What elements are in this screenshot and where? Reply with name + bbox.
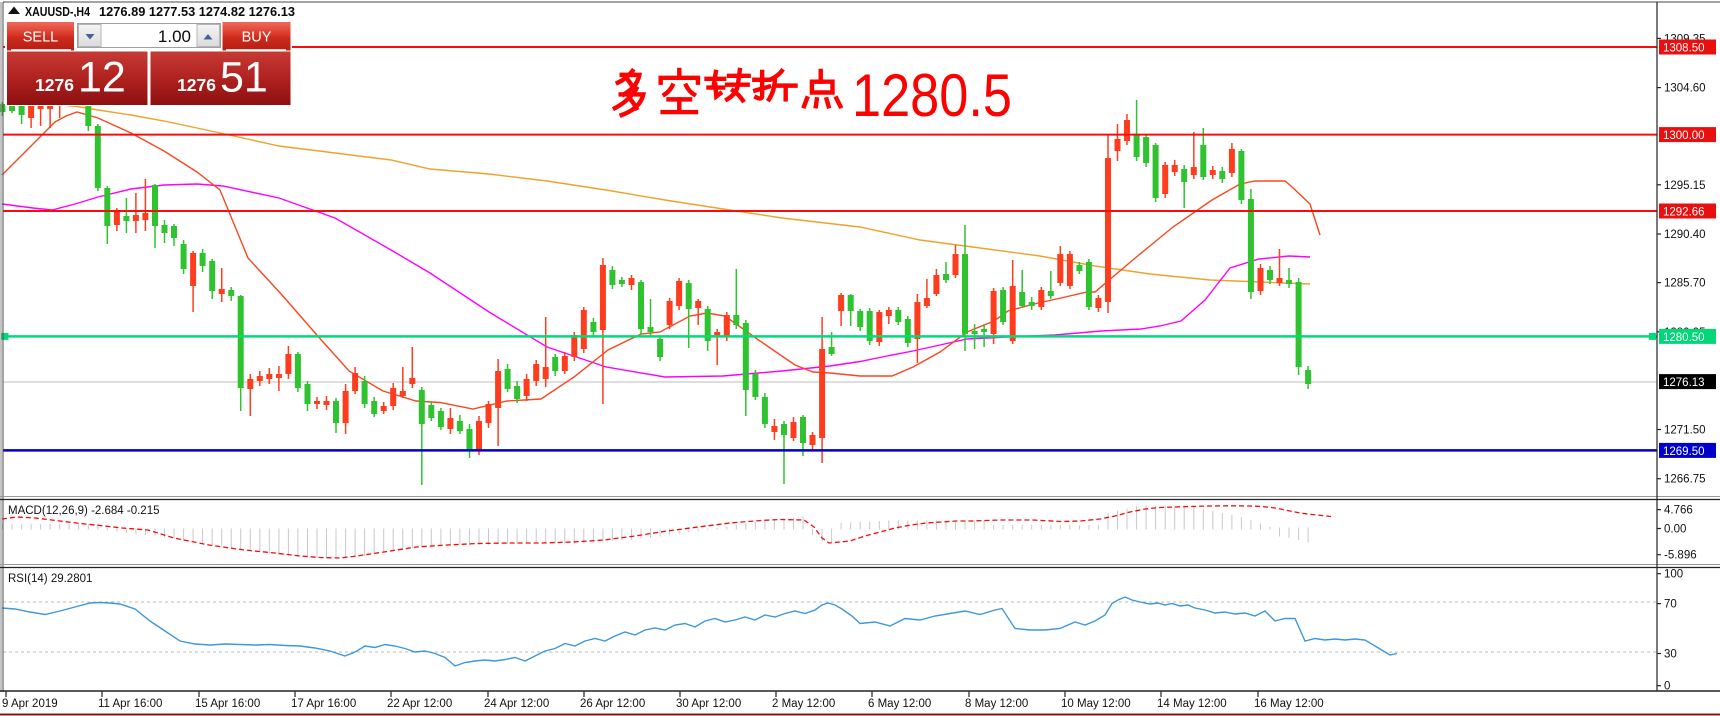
svg-text:1276: 1276 bbox=[177, 75, 216, 95]
svg-text:1276.13: 1276.13 bbox=[1663, 377, 1705, 389]
svg-text:1280.5: 1280.5 bbox=[852, 62, 1012, 129]
svg-text:14 May 12:00: 14 May 12:00 bbox=[1157, 698, 1227, 710]
svg-text:17 Apr 16:00: 17 Apr 16:00 bbox=[291, 698, 356, 710]
svg-text:30: 30 bbox=[1664, 649, 1677, 661]
svg-text:BUY: BUY bbox=[242, 30, 272, 46]
svg-text:2 May 12:00: 2 May 12:00 bbox=[772, 698, 835, 710]
svg-text:1292.66: 1292.66 bbox=[1663, 207, 1705, 219]
svg-text:SELL: SELL bbox=[23, 30, 58, 46]
svg-text:100: 100 bbox=[1664, 569, 1683, 581]
svg-text:1276: 1276 bbox=[35, 75, 74, 95]
svg-text:MACD(12,26,9) -2.684 -0.215: MACD(12,26,9) -2.684 -0.215 bbox=[8, 505, 160, 517]
svg-text:9 Apr 2019: 9 Apr 2019 bbox=[2, 698, 58, 710]
svg-text:1308.50: 1308.50 bbox=[1663, 43, 1705, 55]
svg-text:1290.40: 1290.40 bbox=[1664, 229, 1706, 241]
svg-text:1269.50: 1269.50 bbox=[1663, 446, 1705, 458]
svg-text:6 May 12:00: 6 May 12:00 bbox=[868, 698, 931, 710]
svg-text:51: 51 bbox=[220, 54, 268, 102]
svg-text:15 Apr 16:00: 15 Apr 16:00 bbox=[195, 698, 260, 710]
svg-text:RSI(14) 29.2801: RSI(14) 29.2801 bbox=[8, 573, 92, 585]
svg-text:11 Apr 16:00: 11 Apr 16:00 bbox=[98, 698, 162, 710]
svg-text:1300.00: 1300.00 bbox=[1663, 130, 1705, 142]
svg-text:XAUUSD-,H4: XAUUSD-,H4 bbox=[25, 4, 91, 19]
svg-text:4.766: 4.766 bbox=[1664, 505, 1693, 517]
svg-text:1266.75: 1266.75 bbox=[1664, 474, 1706, 486]
svg-text:1271.50: 1271.50 bbox=[1664, 425, 1706, 437]
svg-text:1280.50: 1280.50 bbox=[1663, 332, 1705, 344]
svg-text:-5.896: -5.896 bbox=[1664, 550, 1697, 562]
svg-text:70: 70 bbox=[1664, 599, 1677, 611]
svg-text:1304.60: 1304.60 bbox=[1664, 83, 1706, 95]
svg-text:26 Apr 12:00: 26 Apr 12:00 bbox=[580, 698, 645, 710]
svg-text:16 May 12:00: 16 May 12:00 bbox=[1254, 698, 1324, 710]
svg-text:12: 12 bbox=[78, 54, 126, 102]
svg-text:0.00: 0.00 bbox=[1664, 524, 1686, 536]
svg-text:1276.89 1277.53 1274.82 1276.1: 1276.89 1277.53 1274.82 1276.13 bbox=[99, 4, 295, 19]
svg-text:10 May 12:00: 10 May 12:00 bbox=[1061, 698, 1131, 710]
svg-text:8 May 12:00: 8 May 12:00 bbox=[965, 698, 1028, 710]
svg-text:1295.15: 1295.15 bbox=[1664, 180, 1706, 192]
svg-text:0: 0 bbox=[1664, 681, 1670, 693]
svg-text:1285.70: 1285.70 bbox=[1664, 278, 1706, 290]
svg-text:22 Apr 12:00: 22 Apr 12:00 bbox=[387, 698, 452, 710]
svg-text:30 Apr 12:00: 30 Apr 12:00 bbox=[676, 698, 741, 710]
svg-text:1.00: 1.00 bbox=[158, 27, 191, 46]
svg-text:24 Apr 12:00: 24 Apr 12:00 bbox=[484, 698, 549, 710]
